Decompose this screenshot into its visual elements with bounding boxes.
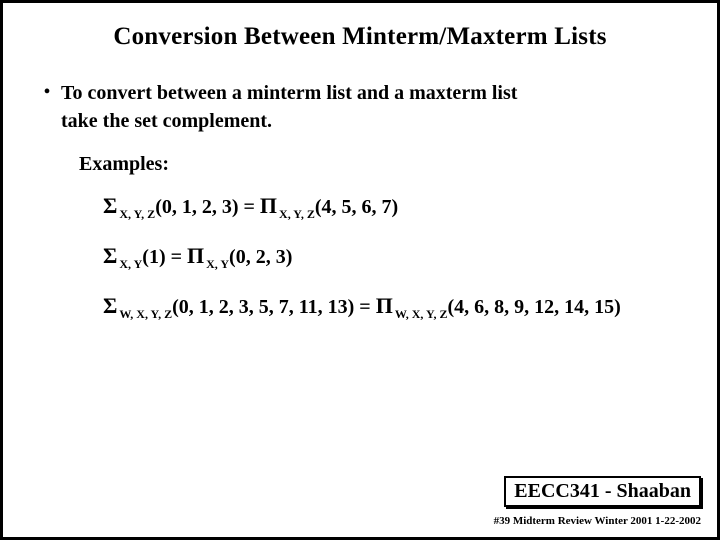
pi-icon: Π [260,193,277,218]
equation-3: ΣW, X, Y, Z(0, 1, 2, 3, 5, 7, 11, 13) = … [103,294,687,326]
eq3-argsR: (4, 6, 8, 9, 12, 14, 15) [448,296,621,318]
eq2-argsL: (1) [142,246,165,268]
bullet-row: • To convert between a minterm list and … [33,79,687,135]
footer-line: #39 Midterm Review Winter 2001 1-22-2002 [494,515,701,527]
sigma-icon: Σ [103,243,117,268]
eq3-equals: = [354,296,375,318]
content-area: • To convert between a minterm list and … [33,79,687,326]
sigma-icon: Σ [103,193,117,218]
bullet-marker: • [33,79,61,105]
examples-label: Examples: [79,153,687,176]
eq1-equals: = [239,196,260,218]
sigma-icon: Σ [103,293,117,318]
pi-icon: Π [376,293,393,318]
bullet-line1: To convert between a minterm list and a … [61,82,517,104]
eq1-subL: X, Y, Z [119,207,155,221]
slide: Conversion Between Minterm/Maxterm Lists… [0,0,720,540]
eq3-subR: W, X, Y, Z [395,307,448,321]
sub-block: Examples: ΣX, Y, Z(0, 1, 2, 3) = ΠX, Y, … [79,153,687,326]
slide-title: Conversion Between Minterm/Maxterm Lists [3,23,717,51]
equations: ΣX, Y, Z(0, 1, 2, 3) = ΠX, Y, Z(4, 5, 6,… [103,194,687,326]
eq2-equals: = [166,246,187,268]
eq2-argsR: (0, 2, 3) [229,246,292,268]
eq1-argsL: (0, 1, 2, 3) [155,196,238,218]
eq1-subR: X, Y, Z [279,207,315,221]
eq1-argsR: (4, 5, 6, 7) [315,196,398,218]
pi-icon: Π [187,243,204,268]
eq2-subR: X, Y [206,257,229,271]
equation-2: ΣX, Y(1) = ΠX, Y(0, 2, 3) [103,244,687,276]
bullet-text: To convert between a minterm list and a … [61,79,517,135]
equation-1: ΣX, Y, Z(0, 1, 2, 3) = ΠX, Y, Z(4, 5, 6,… [103,194,687,226]
eq3-subL: W, X, Y, Z [119,307,172,321]
eq3-argsL: (0, 1, 2, 3, 5, 7, 11, 13) [172,296,354,318]
eq2-subL: X, Y [119,257,142,271]
footer-course-box: EECC341 - Shaaban [504,476,701,507]
bullet-line2: take the set complement. [61,110,272,132]
